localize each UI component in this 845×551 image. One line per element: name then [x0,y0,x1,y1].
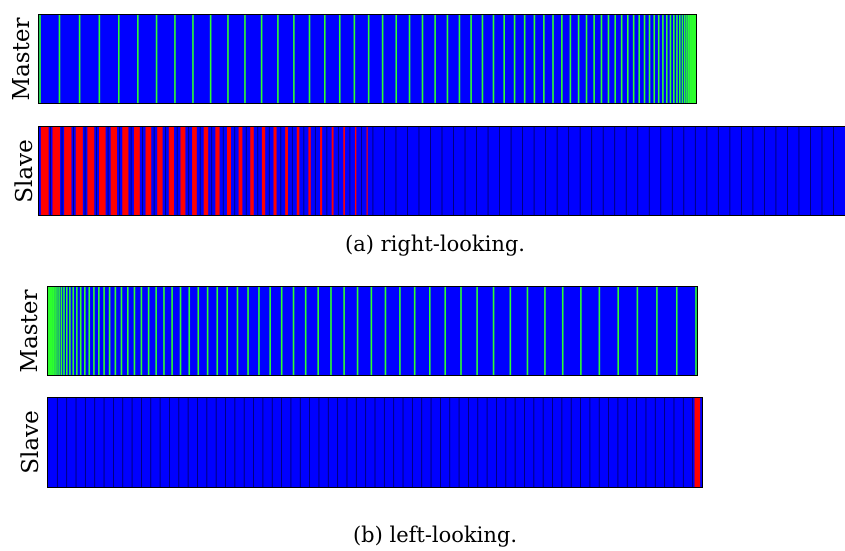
idle-block [354,127,357,215]
master-bar-b [47,286,698,376]
master-timeline-b [48,287,697,375]
idle-block [192,127,197,215]
slave-timeline-a [39,127,845,215]
slave-bar-a [38,126,845,216]
master-label-b: Master [17,289,43,373]
idle-block [122,127,129,215]
idle-block [133,127,140,215]
master-timeline-a [39,15,696,103]
idle-block [694,398,701,487]
idle-block [180,127,186,215]
idle-block [273,127,277,215]
idle-block [366,127,368,215]
slave-bar-b [47,397,703,488]
idle-block [168,127,175,215]
master-label-a: Master [9,17,35,101]
idle-block [40,127,49,215]
idle-block [75,127,83,215]
idle-block [331,127,334,215]
idle-block [157,127,163,215]
idle-block [250,127,254,215]
idle-block [203,127,209,215]
idle-block [110,127,118,215]
idle-block [285,127,288,215]
idle-block [215,127,220,215]
slave-label-a: Slave [12,139,38,203]
idle-block [320,127,323,215]
idle-block [52,127,61,215]
master-bar-a [38,14,697,104]
idle-block [343,127,345,215]
idle-block [261,127,266,215]
caption-a: (a) right-looking. [345,232,525,256]
caption-b: (b) left-looking. [352,523,518,547]
idle-block [87,127,95,215]
slave-timeline-b [48,398,702,487]
slave-label-b: Slave [18,410,44,474]
idle-block [296,127,300,215]
idle-block [99,127,106,215]
idle-block [64,127,72,215]
idle-block [226,127,231,215]
idle-block [238,127,243,215]
idle-block [145,127,152,215]
idle-block [308,127,311,215]
